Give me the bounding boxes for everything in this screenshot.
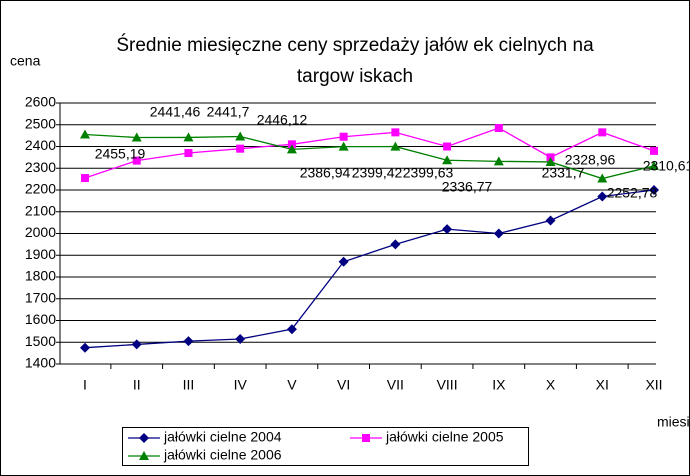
legend-label: jałówki cielne 2006 [163,447,282,463]
marker [362,434,370,442]
data-label: 2399,63 [403,165,454,181]
y-tick-label: 1900 [25,246,56,262]
legend-box [122,427,529,466]
marker [649,185,659,195]
data-label: 2310,61 [643,158,690,174]
y-tick-label: 1400 [25,355,56,371]
marker [443,142,452,151]
x-axis-label: miesiąc [657,414,690,430]
x-tick-label: XII [645,377,662,393]
data-label: 2252,78 [607,185,658,201]
x-tick-label: VIII [437,377,458,393]
x-tick-label: X [546,377,556,393]
marker [391,128,400,137]
marker [338,141,349,151]
marker [184,149,193,158]
x-tick-label: II [133,377,141,393]
marker [442,224,453,235]
legend-label: jałówki cielne 2005 [385,429,504,445]
y-tick-label: 2400 [25,137,56,153]
series-line [84,189,655,349]
marker [235,333,246,344]
y-tick-label: 2000 [25,224,56,240]
series-line [84,133,655,180]
marker [494,124,503,133]
marker [139,433,149,443]
x-tick-label: VI [337,377,350,393]
y-tick-label: 2300 [25,159,56,175]
data-label: 2441,46 [150,104,201,120]
data-label: 2455,19 [95,146,146,162]
marker [545,156,556,166]
data-label: 2336,77 [442,179,493,195]
y-tick-label: 2100 [25,202,56,218]
x-tick-label: IV [234,377,248,393]
chart-title: Średnie miesięczne ceny sprzedaży jałów … [116,35,594,87]
marker [338,256,349,267]
data-label: 2328,96 [565,152,616,168]
marker [286,144,297,154]
y-tick-label: 2500 [25,115,56,131]
marker [183,336,194,347]
marker [545,215,556,226]
data-label: 2446,12 [257,112,308,128]
marker [390,141,401,151]
marker [286,324,297,335]
marker [81,174,89,183]
x-tick-label: XI [596,377,609,393]
marker [287,140,296,149]
y-tick-label: 2600 [25,94,56,110]
data-label: 2399,42 [352,165,403,181]
y-tick-label: 1500 [25,333,56,349]
marker [493,228,504,239]
marker [183,132,194,142]
marker [649,160,659,170]
marker [597,191,608,202]
marker [139,451,149,460]
y-axis-label: cena [10,53,41,69]
marker [80,129,90,139]
data-label: 2386,94 [300,165,351,181]
series-line [84,127,655,179]
y-tick-label: 2200 [25,181,56,197]
marker [235,131,246,141]
marker [650,146,658,155]
x-tick-label: IX [492,377,506,393]
marker [598,128,607,137]
marker [131,339,142,350]
legend-label: jałówki cielne 2004 [163,429,282,445]
y-tick-label: 1800 [25,268,56,284]
marker [131,132,142,142]
data-label: 2331,7 [542,165,585,181]
marker [132,156,141,165]
marker [597,173,608,183]
x-tick-label: I [83,377,87,393]
x-tick-label: VII [387,377,404,393]
marker [390,239,401,250]
marker [80,342,90,353]
marker [442,155,453,165]
x-tick-label: V [287,377,297,393]
marker [236,144,245,153]
y-tick-label: 1600 [25,311,56,327]
marker [339,132,348,141]
y-tick-label: 1700 [25,289,56,305]
x-tick-label: III [183,377,195,393]
marker [493,156,504,166]
data-label: 2441,7 [207,104,250,120]
